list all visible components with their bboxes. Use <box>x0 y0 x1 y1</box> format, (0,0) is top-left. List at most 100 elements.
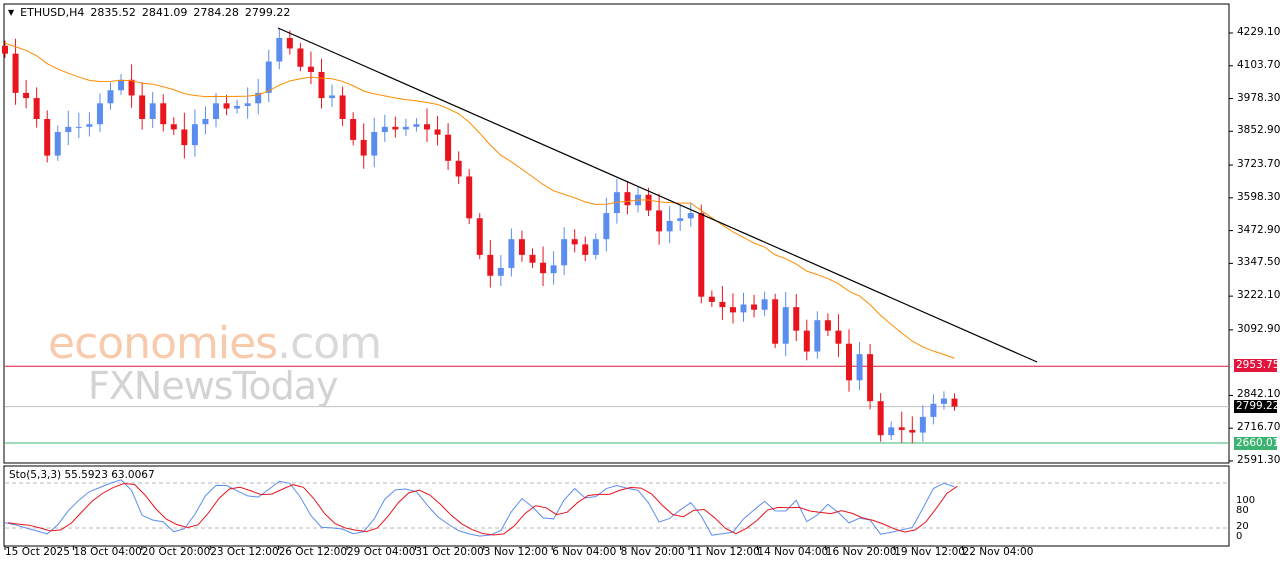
candle-body <box>234 105 241 109</box>
time-axis-label: 22 Nov 04:00 <box>962 546 1034 558</box>
time-axis-label: 20 Oct 20:00 <box>141 546 211 558</box>
candle-body <box>656 210 663 232</box>
price-axis-label: 3222.10 <box>1237 289 1280 302</box>
candle-body <box>582 244 589 255</box>
watermark-fxnewstoday: FXNewsToday <box>88 364 338 408</box>
time-axis-label: 6 Nov 04:00 <box>552 546 617 558</box>
candle-body <box>202 118 209 125</box>
candle-body <box>160 103 167 125</box>
candle-body <box>708 296 715 302</box>
candle-body <box>740 304 747 313</box>
stochastic-label: Sto(5,3,3) 55.5923 63.0067 <box>9 469 155 481</box>
stoch-level-0: 0 <box>1236 531 1243 542</box>
candle-body <box>719 301 726 308</box>
candle-body <box>951 398 958 407</box>
candle-body <box>2 45 8 54</box>
price-axis-label: 2842.10 <box>1237 388 1280 401</box>
dropdown-triangle-icon[interactable]: ▼ <box>8 8 15 17</box>
price-axis-label: 4229.10 <box>1237 26 1280 38</box>
candle-body <box>276 37 283 62</box>
candle-body <box>371 132 378 156</box>
trend-line[interactable] <box>277 27 1038 363</box>
main-panel-frame <box>3 3 1230 464</box>
candle-body <box>497 267 504 276</box>
candle-body <box>677 218 684 221</box>
price-axis-label: 3347.50 <box>1237 256 1280 269</box>
time-axis-label: 16 Nov 20:00 <box>825 546 897 558</box>
candle-body <box>846 343 852 381</box>
candle-body <box>265 61 272 93</box>
candle-body <box>402 126 409 130</box>
candle-body <box>687 213 694 219</box>
price-axis-label: 3723.70 <box>1237 158 1280 171</box>
candle-body <box>424 124 430 130</box>
candle-body <box>86 124 93 127</box>
current-price-tag: 2799.22 <box>1234 400 1280 413</box>
candle-body <box>624 192 631 206</box>
time-axis-label: 14 Nov 04:00 <box>757 546 829 558</box>
ohlc-low: 2784.28 <box>193 6 239 19</box>
candle-body <box>645 194 652 211</box>
candle-body <box>940 398 947 404</box>
candle-body <box>191 124 198 146</box>
price-axis-label: 3472.90 <box>1237 223 1280 236</box>
candle-body <box>434 129 441 135</box>
time-axis-label: 19 Nov 12:00 <box>894 546 965 558</box>
candle-body <box>814 320 821 352</box>
candle-body <box>751 304 758 310</box>
candle-body <box>529 254 536 263</box>
candle-body <box>445 134 452 161</box>
candle-body <box>888 427 895 436</box>
ohlc-open: 2835.52 <box>90 6 136 19</box>
candle-body <box>297 48 304 67</box>
time-axis-label: 8 Nov 20:00 <box>620 546 685 558</box>
candle-body <box>139 95 146 119</box>
time-axis-label: 29 Oct 04:00 <box>347 546 416 558</box>
price-axis-label: 2591.30 <box>1237 453 1280 466</box>
candle-body <box>318 71 325 99</box>
candle-body <box>23 92 30 99</box>
candle-body <box>824 320 831 331</box>
candle-body <box>930 403 937 417</box>
candle-body <box>286 37 293 49</box>
stoch-level-80: 80 <box>1236 505 1249 516</box>
candle-body <box>392 126 399 130</box>
candle-body <box>307 66 314 72</box>
candle-body <box>877 401 884 436</box>
candle-body <box>772 299 779 344</box>
candle-body <box>96 103 103 125</box>
candle-body <box>571 239 578 245</box>
candle-body <box>350 118 357 140</box>
candle-body <box>223 103 230 109</box>
time-axis-label: 15 Oct 2025 <box>5 546 70 558</box>
candle-body <box>487 254 494 276</box>
chart-title[interactable]: ▼ ETHUSD,H4 2835.52 2841.09 2784.28 2799… <box>8 6 290 19</box>
candle-body <box>793 307 800 331</box>
candle-body <box>54 132 61 156</box>
candle-body <box>12 53 19 93</box>
candle-body <box>898 427 905 430</box>
price-axis-label: 3852.90 <box>1237 124 1280 137</box>
candle-body <box>128 79 135 96</box>
candle-body <box>919 416 926 433</box>
candle-body <box>75 126 82 128</box>
price-axis-label: 3598.30 <box>1237 190 1280 203</box>
candle-body <box>803 330 810 352</box>
support-price-tag: 2660.01 <box>1234 437 1280 450</box>
candle-body <box>170 124 177 130</box>
candle-body <box>118 79 125 91</box>
candle-body <box>255 92 262 104</box>
candle-body <box>518 239 525 255</box>
time-axis-label: 11 Nov 12:00 <box>689 546 760 558</box>
candle-body <box>44 118 51 156</box>
watermark-economies: economies.com <box>48 318 382 369</box>
candle-body <box>466 176 473 219</box>
moving-average-line <box>4 42 955 359</box>
symbol-label: ETHUSD,H4 <box>20 6 85 19</box>
candle-body <box>856 354 863 381</box>
time-axis-label: 23 Oct 12:00 <box>210 546 279 558</box>
candle-body <box>592 239 599 255</box>
candle-body <box>666 220 673 232</box>
candle-body <box>65 126 72 133</box>
